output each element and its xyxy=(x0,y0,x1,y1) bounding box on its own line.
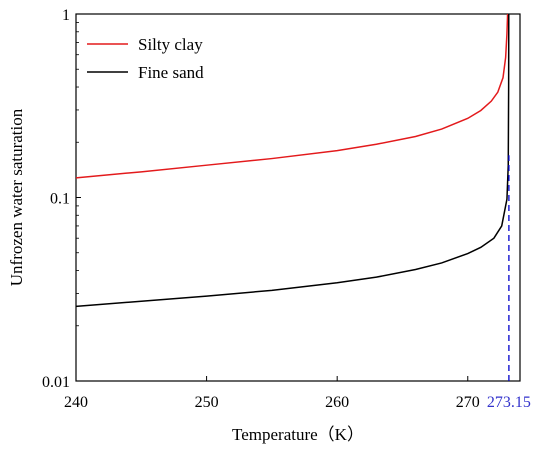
reference-vline-label: 273.15 xyxy=(487,394,531,411)
legend: Silty clay Fine sand xyxy=(87,35,204,82)
y-tick-label: 0.1 xyxy=(50,191,70,208)
x-tick-label: 260 xyxy=(325,394,349,411)
x-tick-label: 240 xyxy=(64,394,88,411)
ticks-layer: 240 250 260 270 0.01 0.1 1 xyxy=(42,7,480,411)
series-layer xyxy=(75,13,510,308)
x-axis-title: Temperature（K） xyxy=(232,425,364,444)
series-line-silty-clay xyxy=(75,13,509,179)
legend-label: Fine sand xyxy=(138,63,204,82)
x-tick-label: 270 xyxy=(456,394,480,411)
y-tick-label: 1 xyxy=(62,7,70,24)
x-tick-label: 250 xyxy=(195,394,219,411)
legend-label: Silty clay xyxy=(138,35,203,54)
annotation-layer: 273.15 xyxy=(487,155,531,411)
y-tick-label: 0.01 xyxy=(42,374,70,391)
y-axis-title: Unfrozen water saturation xyxy=(7,108,26,286)
series-line-fine-sand xyxy=(75,13,510,308)
